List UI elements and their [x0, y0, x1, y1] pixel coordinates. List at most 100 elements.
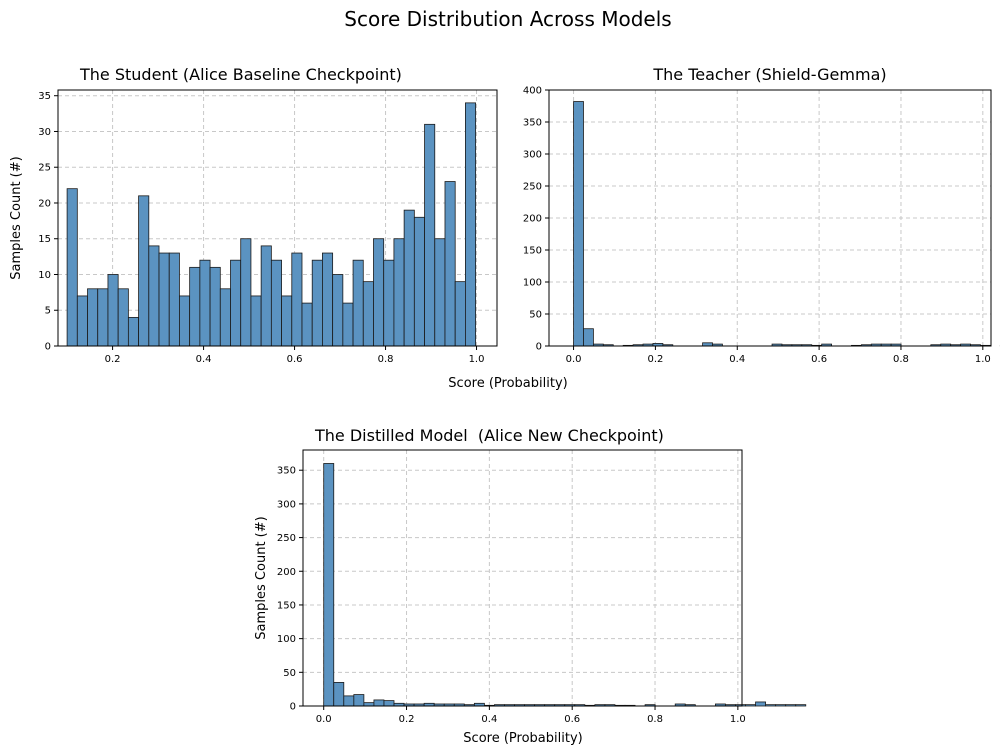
- y-tick-label: 15: [38, 234, 51, 245]
- histogram-bar: [230, 259, 242, 347]
- x-tick-label: 0.2: [647, 354, 663, 365]
- histogram-bar: [219, 288, 231, 347]
- histogram-bar: [260, 245, 272, 347]
- y-tick-label: 300: [277, 499, 296, 510]
- axes-frame: [57, 89, 498, 347]
- histogram-bar: [583, 328, 594, 347]
- panel-title: The Teacher (Shield-Gemma): [652, 65, 886, 84]
- x-tick-label: 1.0: [730, 714, 746, 725]
- x-tick-label: 0.0: [566, 354, 582, 365]
- y-tick-label: 0: [536, 342, 542, 353]
- histogram-bar: [148, 245, 160, 347]
- histogram-bar: [127, 316, 139, 347]
- bars: [573, 101, 1000, 347]
- histogram-bar: [250, 295, 262, 347]
- histogram-bar: [465, 102, 477, 347]
- histogram-bar: [168, 252, 180, 347]
- histogram-bar: [755, 701, 767, 707]
- distilled-histogram: 0.0 0.2 0.4 0.6 0.8 1.0 0 50 100 150 200 250 300 350 T…: [254, 426, 807, 746]
- histogram-bar: [332, 274, 344, 347]
- x-tick-label: 0.2: [105, 354, 121, 365]
- histogram-bar: [270, 259, 282, 347]
- y-tick-label: 350: [277, 466, 296, 477]
- x-tick-label: 0.8: [647, 714, 663, 725]
- y-tick-label: 0: [290, 702, 296, 713]
- y-tick-label: 100: [277, 634, 296, 645]
- histogram-bar: [107, 274, 119, 347]
- x-tick-label: 0.6: [287, 354, 303, 365]
- y-tick-label: 30: [38, 127, 51, 138]
- y-tick-label: 10: [38, 270, 51, 281]
- y-tick-label: 200: [523, 214, 542, 225]
- y-tick-label: 350: [523, 118, 542, 129]
- histogram-bar: [765, 704, 777, 707]
- bars: [66, 102, 477, 347]
- histogram-bar: [454, 281, 466, 347]
- y-tick-label: 100: [523, 278, 542, 289]
- x-tick-label: 0.4: [729, 354, 745, 365]
- x-tick-label: 0.4: [481, 714, 497, 725]
- histogram-bar: [444, 181, 456, 347]
- histogram-bar: [333, 682, 345, 707]
- teacher-histogram: 0.0 0.2 0.4 0.6 0.8 1.0 0 50 100 150 200 250 300 350 4…: [448, 65, 1000, 391]
- axes-frame: [302, 449, 743, 707]
- histogram-bar: [301, 302, 313, 347]
- y-tick-label: 50: [283, 668, 296, 679]
- histogram-bar: [189, 266, 201, 347]
- histogram-bar: [281, 295, 293, 347]
- histogram-bar: [199, 259, 211, 347]
- grid-lines: [303, 450, 742, 707]
- x-axis-label: Score (Probability): [463, 731, 582, 746]
- x-tick-label: 0.0: [316, 714, 332, 725]
- histogram-bar: [413, 216, 425, 347]
- x-tick-label: 1.0: [469, 354, 485, 365]
- y-tick-label: 35: [38, 91, 51, 102]
- histogram-bar: [138, 195, 150, 347]
- figure-title: Score Distribution Across Models: [344, 7, 671, 31]
- histogram-bar: [66, 188, 78, 347]
- y-tick-label: 400: [523, 86, 542, 97]
- histogram-bar: [403, 209, 415, 347]
- y-tick-label: 0: [45, 342, 51, 353]
- y-tick-label: 50: [529, 310, 542, 321]
- x-tick-label: 0.8: [893, 354, 909, 365]
- histogram-bar: [573, 101, 584, 347]
- histogram-bar: [240, 238, 252, 347]
- x-tick-label: 0.6: [564, 714, 580, 725]
- y-tick-label: 20: [38, 198, 51, 209]
- x-tick-label: 0.6: [811, 354, 827, 365]
- histogram-bar: [117, 288, 129, 347]
- y-tick-label: 25: [38, 163, 51, 174]
- histogram-bar: [353, 694, 365, 707]
- y-tick-label: 150: [523, 246, 542, 257]
- histogram-bar: [343, 695, 355, 707]
- histogram-bar: [795, 704, 807, 707]
- histogram-bar: [373, 699, 385, 707]
- bars: [323, 463, 807, 707]
- histogram-bar: [209, 266, 221, 347]
- x-axis-label: Score (Probability): [448, 376, 567, 391]
- histogram-bar: [383, 259, 395, 347]
- histogram-bar: [362, 281, 374, 347]
- histogram-bar: [342, 302, 354, 347]
- x-tick-label: 0.4: [196, 354, 212, 365]
- x-tick-label: 0.8: [378, 354, 394, 365]
- y-tick-label: 200: [277, 567, 296, 578]
- histogram-bar: [745, 704, 756, 707]
- histogram-bar: [393, 238, 405, 347]
- y-tick-label: 300: [523, 150, 542, 161]
- y-tick-label: 250: [277, 533, 296, 544]
- panel-title: The Distilled Model (Alice New Checkpoin…: [314, 426, 664, 445]
- x-tick-label: 0.2: [399, 714, 415, 725]
- y-axis-label: Samples Count (#): [254, 516, 269, 639]
- histogram-bar: [352, 259, 364, 347]
- histogram-bar: [76, 295, 88, 347]
- histogram-bar: [322, 252, 334, 347]
- panel-title: The Student (Alice Baseline Checkpoint): [79, 65, 402, 84]
- histogram-bar: [775, 704, 787, 707]
- histogram-bar: [424, 123, 436, 347]
- y-tick-label: 5: [45, 306, 51, 317]
- histogram-bar: [87, 288, 99, 347]
- histogram-bar: [323, 463, 335, 707]
